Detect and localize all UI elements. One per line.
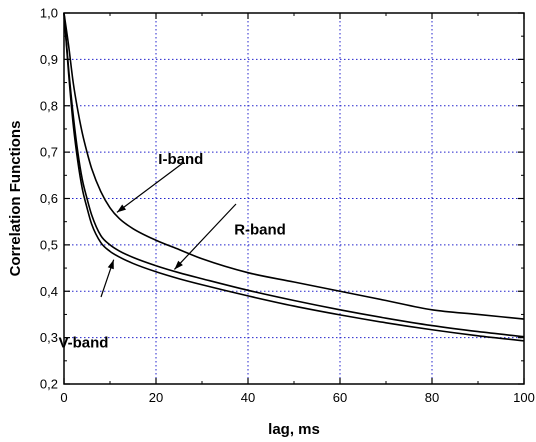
annotation-arrow-line <box>117 163 183 212</box>
x-tick-label: 100 <box>513 390 535 405</box>
y-tick-label: 0,4 <box>40 284 58 299</box>
annotation-label-i-band: I-band <box>158 151 203 168</box>
y-tick-label: 1,0 <box>40 6 58 21</box>
tick-labels: 0 20 40 60 80 100 0,2 0,3 0,4 0,5 0,6 0,7 0,8 0,9 1,0 <box>40 6 535 406</box>
annotation-arrow-head <box>108 260 114 270</box>
y-tick-label: 0,3 <box>40 330 58 345</box>
x-tick-label: 60 <box>333 390 347 405</box>
x-tick-label: 80 <box>425 390 439 405</box>
annotation-label-r-band: R-band <box>234 222 286 239</box>
annotation-label-v-band: V-band <box>58 334 108 351</box>
y-tick-label: 0,7 <box>40 145 58 160</box>
annotations: I-band R-band V-band <box>58 151 285 351</box>
series-line-r-band <box>64 13 524 337</box>
x-tick-label: 40 <box>241 390 255 405</box>
y-tick-label: 0,2 <box>40 377 58 392</box>
y-tick-label: 0,9 <box>40 52 58 67</box>
annotation-arrow-head <box>117 204 126 212</box>
y-axis-title: Correlation Functions <box>7 121 24 277</box>
y-tick-label: 0,6 <box>40 191 58 206</box>
y-tick-label: 0,8 <box>40 98 58 113</box>
y-tick-label: 0,5 <box>40 237 58 252</box>
x-tick-label: 20 <box>149 390 163 405</box>
x-axis-title: lag, ms <box>268 421 320 438</box>
x-tick-label: 0 <box>60 390 67 405</box>
